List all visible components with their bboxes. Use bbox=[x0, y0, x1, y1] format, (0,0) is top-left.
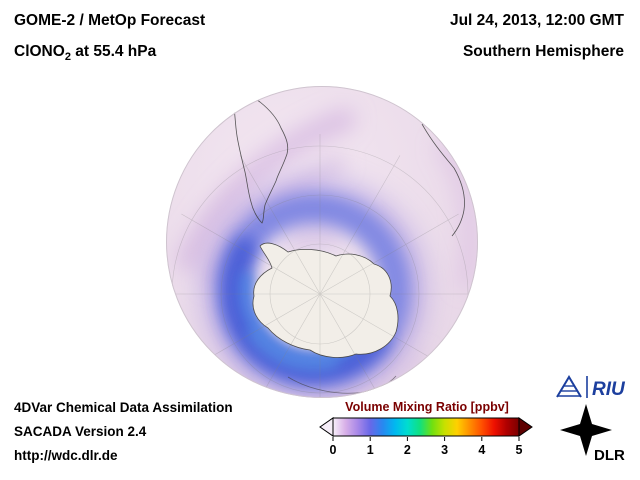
footer-credits: 4DVar Chemical Data Assimilation SACADA … bbox=[14, 400, 233, 472]
dlr-logo-text: DLR bbox=[594, 447, 625, 462]
product-title: GOME-2 / MetOp Forecast bbox=[14, 12, 206, 29]
colorbar-tick-2: 2 bbox=[403, 443, 411, 457]
colorbar-ticks: 0 1 2 3 4 5 bbox=[319, 443, 538, 458]
colorbar-tick-1: 1 bbox=[366, 443, 374, 457]
url-text: http://wdc.dlr.de bbox=[14, 448, 118, 463]
species-subscript: 2 bbox=[64, 51, 71, 64]
hemisphere-globe bbox=[166, 86, 478, 398]
africa-coast bbox=[421, 123, 465, 237]
species-name: ClONO bbox=[14, 43, 65, 60]
dlr-logo: DLR bbox=[560, 404, 625, 462]
riu-logo-text: RIU bbox=[592, 379, 626, 400]
riu-logo-mark bbox=[556, 375, 588, 398]
colorbar: Volume Mixing Ratio [ppbv] 0 1 2 3 4 5 bbox=[316, 400, 538, 458]
dlr-logo-mark bbox=[560, 404, 612, 456]
header-right: Jul 24, 2013, 12:00 GMT Southern Hemisph… bbox=[450, 12, 624, 61]
hemisphere-text: Southern Hemisphere bbox=[462, 43, 624, 60]
colorbar-tick-4: 4 bbox=[478, 443, 486, 457]
colorbar-tick-3: 3 bbox=[441, 443, 449, 457]
colorbar-tick-0: 0 bbox=[329, 443, 337, 457]
header-left: GOME-2 / MetOp Forecast ClONO2 at 55.4 h… bbox=[14, 12, 205, 63]
colorbar-tick-marks bbox=[332, 437, 520, 441]
datetime-text: Jul 24, 2013, 12:00 GMT bbox=[449, 12, 624, 29]
colorbar-bar bbox=[319, 417, 533, 441]
riu-logo: RIU bbox=[556, 375, 626, 400]
colorbar-gradient-rect bbox=[332, 417, 520, 437]
clono2-ring bbox=[200, 176, 428, 398]
globe-limb bbox=[166, 86, 478, 398]
species-level: ClONO2 at 55.4 hPa bbox=[14, 43, 205, 63]
south-america-coast bbox=[233, 91, 289, 224]
version-text: SACADA Version 2.4 bbox=[14, 424, 147, 439]
colorbar-left-arrow bbox=[319, 417, 334, 437]
antarctica bbox=[252, 242, 399, 358]
assimilation-text: 4DVar Chemical Data Assimilation bbox=[14, 400, 233, 415]
colorbar-right-arrow bbox=[518, 417, 533, 437]
pressure-level: at 55.4 hPa bbox=[70, 43, 157, 60]
colorbar-tick-5: 5 bbox=[515, 443, 523, 457]
colorbar-title: Volume Mixing Ratio [ppbv] bbox=[345, 400, 509, 414]
